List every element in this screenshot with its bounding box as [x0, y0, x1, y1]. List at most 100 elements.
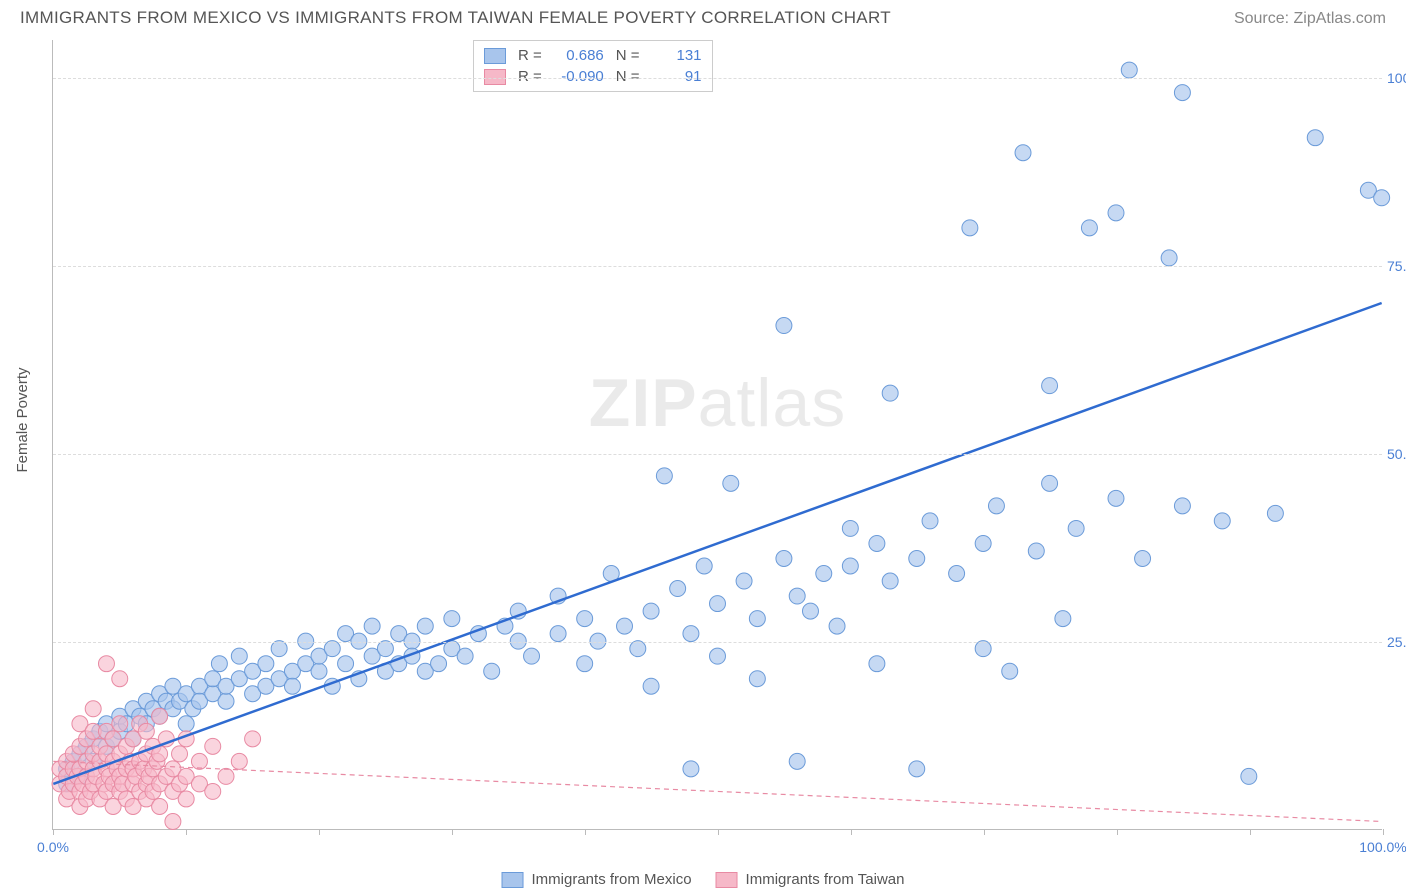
point-taiwan	[112, 716, 128, 732]
point-taiwan	[205, 738, 221, 754]
gridline-h	[53, 642, 1382, 643]
point-mexico	[1307, 130, 1323, 146]
point-mexico	[377, 641, 393, 657]
point-mexico	[211, 656, 227, 672]
point-mexico	[842, 520, 858, 536]
trendline-taiwan	[53, 761, 1381, 821]
point-mexico	[842, 558, 858, 574]
x-tick	[452, 829, 453, 835]
x-tick-label-left: 0.0%	[37, 839, 69, 855]
source-name: ZipAtlas.com	[1294, 10, 1386, 27]
point-mexico	[975, 535, 991, 551]
point-taiwan	[85, 701, 101, 717]
x-tick	[585, 829, 586, 835]
point-mexico	[710, 648, 726, 664]
point-mexico	[550, 626, 566, 642]
point-mexico	[1374, 190, 1390, 206]
legend-item-taiwan: Immigrants from Taiwan	[716, 871, 905, 888]
x-tick	[718, 829, 719, 835]
swatch-mexico-icon	[502, 872, 524, 888]
point-mexico	[962, 220, 978, 236]
point-mexico	[271, 641, 287, 657]
swatch-mexico	[484, 48, 506, 64]
point-mexico	[231, 648, 247, 664]
point-mexico	[789, 753, 805, 769]
point-mexico	[178, 716, 194, 732]
point-mexico	[1068, 520, 1084, 536]
x-tick	[319, 829, 320, 835]
point-taiwan	[231, 753, 247, 769]
point-mexico	[1241, 768, 1257, 784]
point-mexico	[1002, 663, 1018, 679]
point-mexico	[1121, 62, 1137, 78]
point-mexico	[643, 603, 659, 619]
point-taiwan	[172, 746, 188, 762]
y-tick-label: 75.0%	[1387, 258, 1406, 274]
chart-title: IMMIGRANTS FROM MEXICO VS IMMIGRANTS FRO…	[20, 8, 891, 28]
point-mexico	[988, 498, 1004, 514]
point-mexico	[776, 550, 792, 566]
point-mexico	[816, 566, 832, 582]
y-axis-label: Female Poverty	[14, 367, 31, 472]
point-mexico	[975, 641, 991, 657]
point-mexico	[683, 626, 699, 642]
point-mexico	[218, 693, 234, 709]
legend-item-mexico: Immigrants from Mexico	[502, 871, 692, 888]
point-mexico	[338, 656, 354, 672]
point-taiwan	[165, 813, 181, 829]
point-mexico	[577, 611, 593, 627]
point-mexico	[776, 318, 792, 334]
point-taiwan	[218, 768, 234, 784]
swatch-taiwan-icon	[716, 872, 738, 888]
point-mexico	[1028, 543, 1044, 559]
series-legend: Immigrants from Mexico Immigrants from T…	[502, 871, 905, 888]
x-tick	[984, 829, 985, 835]
x-tick	[1117, 829, 1118, 835]
point-taiwan	[205, 783, 221, 799]
r-value-mexico: 0.686	[550, 47, 604, 64]
point-mexico	[1108, 205, 1124, 221]
point-taiwan	[138, 723, 154, 739]
point-mexico	[922, 513, 938, 529]
y-tick-label: 50.0%	[1387, 446, 1406, 462]
point-mexico	[417, 618, 433, 634]
point-mexico	[909, 761, 925, 777]
n-value-taiwan: 91	[648, 68, 702, 85]
legend-row-taiwan: R = -0.090 N = 91	[484, 66, 702, 87]
point-mexico	[484, 663, 500, 679]
source-attribution: Source: ZipAtlas.com	[1234, 10, 1386, 28]
swatch-taiwan	[484, 69, 506, 85]
gridline-h	[53, 266, 1382, 267]
x-tick	[53, 829, 54, 835]
point-mexico	[683, 761, 699, 777]
point-mexico	[324, 641, 340, 657]
point-mexico	[643, 678, 659, 694]
point-mexico	[909, 550, 925, 566]
point-mexico	[444, 611, 460, 627]
point-taiwan	[245, 731, 261, 747]
legend-row-mexico: R = 0.686 N = 131	[484, 45, 702, 66]
point-taiwan	[152, 798, 168, 814]
n-label: N =	[616, 68, 640, 85]
n-value-mexico: 131	[648, 47, 702, 64]
y-tick-label: 25.0%	[1387, 634, 1406, 650]
point-mexico	[696, 558, 712, 574]
point-mexico	[1161, 250, 1177, 266]
point-mexico	[1214, 513, 1230, 529]
point-mexico	[524, 648, 540, 664]
x-tick	[1250, 829, 1251, 835]
point-mexico	[749, 671, 765, 687]
x-tick	[186, 829, 187, 835]
point-mexico	[949, 566, 965, 582]
x-tick	[851, 829, 852, 835]
point-mexico	[710, 596, 726, 612]
point-mexico	[364, 618, 380, 634]
point-mexico	[1174, 85, 1190, 101]
point-mexico	[829, 618, 845, 634]
x-tick-label-right: 100.0%	[1359, 839, 1406, 855]
point-mexico	[723, 475, 739, 491]
point-taiwan	[98, 656, 114, 672]
legend-label-taiwan: Immigrants from Taiwan	[746, 871, 905, 888]
point-mexico	[1081, 220, 1097, 236]
point-mexico	[789, 588, 805, 604]
